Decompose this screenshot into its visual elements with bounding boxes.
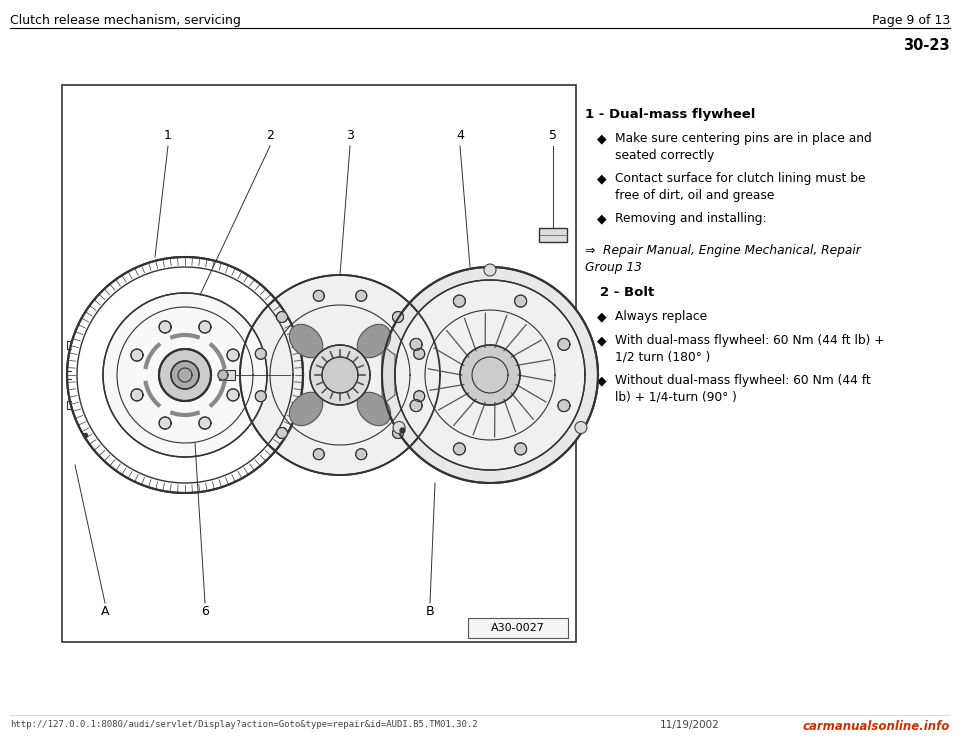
Polygon shape (310, 345, 370, 405)
Polygon shape (356, 290, 367, 301)
Ellipse shape (289, 393, 323, 426)
Polygon shape (159, 349, 211, 401)
Text: A: A (101, 605, 109, 618)
Polygon shape (382, 345, 395, 405)
Polygon shape (515, 443, 527, 455)
Text: 2 - Bolt: 2 - Bolt (600, 286, 655, 299)
Polygon shape (255, 348, 266, 359)
Text: Clutch release mechanism, servicing: Clutch release mechanism, servicing (10, 14, 241, 27)
Polygon shape (460, 345, 520, 405)
Polygon shape (228, 389, 239, 401)
Polygon shape (393, 312, 403, 323)
Polygon shape (255, 391, 266, 401)
Polygon shape (276, 427, 287, 439)
Polygon shape (171, 361, 199, 389)
Text: ◆: ◆ (597, 334, 607, 347)
Text: 4: 4 (456, 129, 464, 142)
Text: Contact surface for clutch lining must be
free of dirt, oil and grease: Contact surface for clutch lining must b… (615, 172, 866, 202)
Text: ◆: ◆ (597, 172, 607, 185)
Text: 6: 6 (201, 605, 209, 618)
Text: 30-23: 30-23 (903, 38, 950, 53)
Polygon shape (199, 321, 211, 333)
Polygon shape (199, 417, 211, 429)
Circle shape (575, 421, 587, 433)
Text: ◆: ◆ (597, 374, 607, 387)
Polygon shape (414, 348, 424, 359)
Ellipse shape (357, 324, 391, 358)
Polygon shape (131, 349, 143, 361)
Polygon shape (558, 400, 570, 412)
Polygon shape (410, 338, 422, 350)
Text: A30-0027: A30-0027 (492, 623, 545, 633)
Text: 11/19/2002: 11/19/2002 (660, 720, 720, 730)
Polygon shape (218, 370, 228, 380)
Polygon shape (453, 443, 466, 455)
Text: 2: 2 (266, 129, 274, 142)
Text: ◆: ◆ (597, 310, 607, 323)
Text: Page 9 of 13: Page 9 of 13 (872, 14, 950, 27)
Text: carmanualsonline.info: carmanualsonline.info (803, 720, 950, 733)
Polygon shape (410, 400, 422, 412)
Bar (539, 228, 567, 242)
Polygon shape (515, 295, 527, 307)
Polygon shape (131, 389, 143, 401)
Polygon shape (382, 267, 598, 483)
Polygon shape (240, 275, 440, 475)
Polygon shape (414, 391, 424, 401)
Text: Without dual-mass flywheel: 60 Nm (44 ft
lb) + 1/4-turn (90° ): Without dual-mass flywheel: 60 Nm (44 ft… (615, 374, 871, 404)
Polygon shape (356, 449, 367, 460)
Polygon shape (322, 357, 358, 393)
Polygon shape (103, 293, 267, 457)
Circle shape (393, 421, 405, 433)
Bar (62, 85, 576, 642)
Polygon shape (313, 290, 324, 301)
Text: Removing and installing:: Removing and installing: (615, 212, 766, 225)
Polygon shape (159, 321, 171, 333)
Polygon shape (228, 349, 239, 361)
Polygon shape (453, 295, 466, 307)
Polygon shape (159, 417, 171, 429)
Text: Always replace: Always replace (615, 310, 708, 323)
Text: http://127.0.0.1:8080/audi/servlet/Display?action=Goto&type=repair&id=AUDI.B5.TM: http://127.0.0.1:8080/audi/servlet/Displ… (10, 720, 478, 729)
Text: B: B (425, 605, 434, 618)
Polygon shape (67, 257, 303, 493)
Polygon shape (558, 338, 570, 350)
Text: ◆: ◆ (597, 132, 607, 145)
Text: 1 - Dual-mass flywheel: 1 - Dual-mass flywheel (585, 108, 756, 121)
Polygon shape (393, 427, 403, 439)
Polygon shape (276, 312, 287, 323)
Polygon shape (395, 280, 585, 470)
Ellipse shape (357, 393, 391, 426)
Text: With dual-mass flywheel: 60 Nm (44 ft lb) +
1/2 turn (180° ): With dual-mass flywheel: 60 Nm (44 ft lb… (615, 334, 884, 364)
Text: 1: 1 (164, 129, 172, 142)
Bar (468, 618, 568, 638)
Ellipse shape (289, 324, 323, 358)
Text: 3: 3 (346, 129, 354, 142)
Circle shape (484, 264, 496, 276)
Text: ◆: ◆ (597, 212, 607, 225)
Polygon shape (313, 449, 324, 460)
Text: 5: 5 (549, 129, 557, 142)
Bar (219, 370, 235, 380)
Text: ⇒  Repair Manual, Engine Mechanical, Repair
Group 13: ⇒ Repair Manual, Engine Mechanical, Repa… (585, 244, 861, 274)
Text: Make sure centering pins are in place and
seated correctly: Make sure centering pins are in place an… (615, 132, 872, 162)
